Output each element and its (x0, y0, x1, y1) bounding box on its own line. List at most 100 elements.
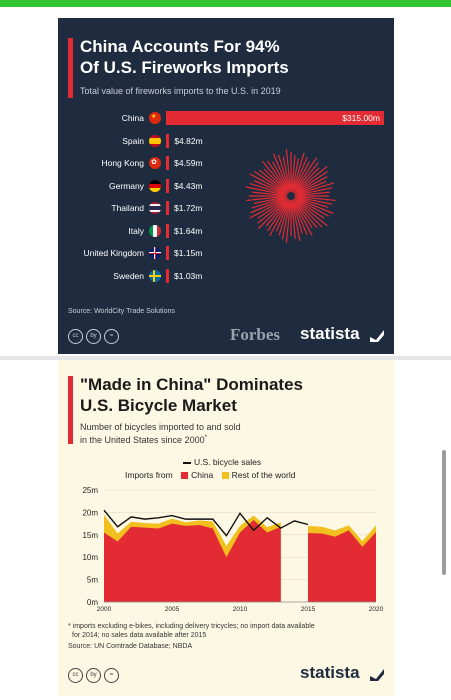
firework-spark (282, 156, 291, 191)
title-line-2: U.S. Bicycle Market (80, 396, 237, 415)
category-label: Hong Kong (101, 158, 144, 168)
firework-spark (258, 198, 289, 229)
firework-spark (249, 173, 286, 194)
by-license-icon: by (86, 668, 101, 683)
legend-sales: U.S. bicycle sales (183, 457, 261, 467)
spain-flag-icon (149, 134, 161, 147)
firework-spark (272, 153, 289, 189)
firework-spark (298, 187, 333, 196)
firework-spark (293, 200, 313, 228)
firework-spark (285, 203, 291, 243)
subtitle-line-2: in the United States since 2000* (80, 433, 310, 446)
firework-spark (267, 200, 289, 232)
subtitle-line-2-text: in the United States since 2000 (80, 435, 205, 445)
firework-spark (281, 199, 291, 240)
bar-row: Sweden $1.03m (58, 268, 394, 286)
bicycle-area-chart: 0m 5m 10m 15m 20m 25m 2000 2005 2010 2015 2020 (82, 486, 384, 613)
source-note: Source: WorldCity Trade Solutions (68, 308, 175, 315)
bar (166, 156, 170, 170)
bar (166, 133, 170, 148)
firework-spark (278, 201, 290, 236)
firework-spark (294, 180, 327, 196)
firework-spark (246, 195, 286, 202)
bar (166, 178, 170, 193)
firework-spark (245, 186, 286, 196)
firework-spark (249, 197, 288, 219)
firework-spark (249, 182, 284, 195)
firework-spark (290, 199, 296, 239)
germany-flag-icon (149, 179, 161, 192)
firework-spark (296, 197, 334, 215)
firework-spark (253, 196, 288, 205)
value-label: $1.15m (174, 248, 203, 258)
firework-spark (295, 199, 328, 227)
hong-kong-flag-icon: ✿ (149, 157, 161, 169)
bar (166, 268, 169, 283)
firework-spark (265, 201, 287, 227)
footnote-mark: * (204, 435, 207, 441)
firework-spark (295, 171, 328, 194)
value-label: $4.43m (174, 180, 203, 191)
china-flag-icon: ★ (149, 112, 161, 124)
category-label: Italy (128, 225, 144, 236)
nd-license-icon: = (104, 329, 119, 344)
firework-spark (277, 154, 291, 193)
title-accent-bar (68, 38, 73, 98)
firework-spark (296, 201, 323, 228)
firework-spark (269, 199, 290, 236)
firework-spark (263, 168, 288, 193)
firework-spark (294, 202, 313, 236)
bar-row: United Kingdom $1.15m (58, 245, 394, 263)
legend-rest-label: Rest of the world (231, 470, 296, 480)
firework-spark (267, 160, 290, 194)
value-label: $1.72m (174, 203, 203, 213)
bar-row: Germany $4.43m (58, 178, 394, 196)
firework-spark (253, 180, 288, 196)
legend-imports: Imports from China Rest of the world (125, 470, 295, 480)
cc-license-icon: cc (68, 668, 83, 683)
y-tick-label: 10m (82, 553, 98, 562)
firework-spark (291, 152, 305, 193)
by-license-icon: by (86, 329, 101, 344)
firework-spark (291, 203, 301, 242)
firework-spark (293, 197, 325, 219)
bar (166, 201, 169, 215)
firework-spark (294, 162, 319, 192)
firework-spark (296, 182, 335, 195)
x-tick-label: 2010 (233, 606, 248, 613)
firework-spark (261, 160, 287, 191)
title-line-1: "Made in China" Dominates (80, 375, 303, 394)
category-label: China (121, 113, 144, 123)
footnote: * imports excluding e-bikes, including d… (68, 622, 388, 640)
nd-license-icon: = (104, 668, 119, 683)
value-label: $4.82m (174, 135, 203, 146)
scrollbar-thumb[interactable] (442, 450, 446, 575)
browser-top-bar (0, 0, 451, 7)
bar-row: China ★ $315.00m (58, 110, 394, 128)
bar (166, 246, 169, 260)
firework-spark (293, 165, 328, 194)
title-line-1: China Accounts For 94% (80, 37, 280, 56)
firework-spark (257, 199, 285, 219)
x-tick-label: 2020 (369, 606, 384, 613)
fireworks-infographic: China Accounts For 94% Of U.S. Fireworks… (58, 18, 394, 354)
y-tick-label: 5m (87, 576, 98, 585)
thailand-flag-icon (149, 202, 161, 214)
firework-spark (294, 161, 310, 190)
value-label: $1.64m (174, 225, 203, 236)
chart-title: China Accounts For 94% Of U.S. Fireworks… (80, 36, 380, 78)
chart-subtitle: Number of bicycles imported to and sold … (80, 422, 310, 446)
sales-line (103, 509, 309, 537)
y-tick-label: 0m (87, 598, 98, 607)
x-tick-label: 2015 (301, 606, 316, 613)
firework-spark (285, 149, 291, 189)
italy-flag-icon (149, 224, 161, 237)
statista-logo: statista (300, 663, 360, 682)
footnote-line-1: * imports excluding e-bikes, including d… (68, 623, 315, 630)
bar (166, 223, 169, 238)
firework-spark (297, 176, 328, 193)
bar (166, 111, 384, 125)
value-label: $315.00m (342, 113, 380, 123)
firework-spark (297, 199, 330, 217)
sweden-flag-icon (149, 269, 161, 282)
